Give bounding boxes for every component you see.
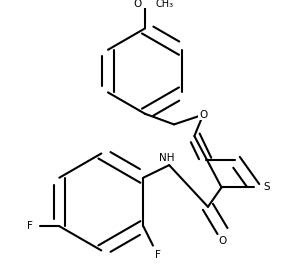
Text: O: O (133, 0, 141, 9)
Text: NH: NH (160, 153, 175, 163)
Text: O: O (199, 110, 207, 120)
Text: F: F (27, 221, 33, 231)
Text: O: O (219, 236, 227, 246)
Text: S: S (264, 182, 270, 192)
Text: F: F (155, 250, 161, 260)
Text: CH₃: CH₃ (155, 0, 173, 9)
